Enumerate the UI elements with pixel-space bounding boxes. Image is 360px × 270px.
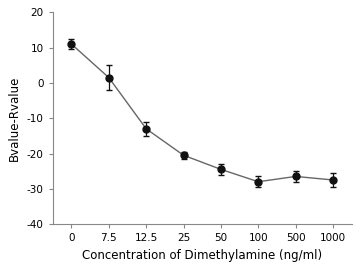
X-axis label: Concentration of Dimethylamine (ng/ml): Concentration of Dimethylamine (ng/ml) <box>82 249 322 262</box>
Y-axis label: Bvalue-Rvalue: Bvalue-Rvalue <box>8 76 21 161</box>
